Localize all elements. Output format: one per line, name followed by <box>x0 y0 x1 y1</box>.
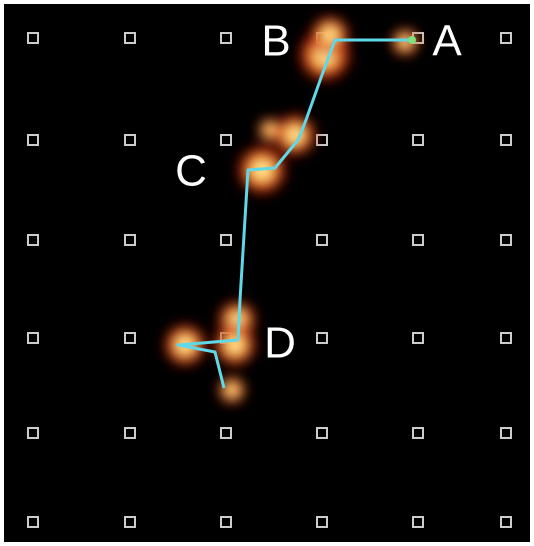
start-point <box>408 36 416 44</box>
background <box>4 4 530 542</box>
point-label: D <box>264 319 296 368</box>
point-label: A <box>432 17 462 66</box>
figure: A B C D <box>0 0 534 546</box>
point-label: C <box>175 147 207 196</box>
point-label: B <box>261 17 290 66</box>
